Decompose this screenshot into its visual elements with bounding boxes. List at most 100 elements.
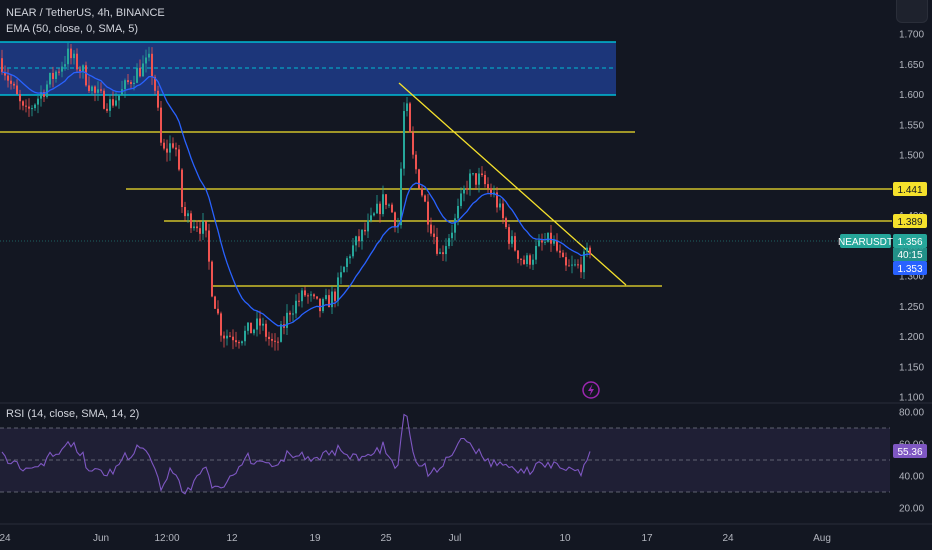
price-tick-label: 1.650 — [899, 60, 924, 71]
candle — [43, 89, 45, 102]
candle — [571, 255, 573, 274]
rsi-tick-label: 20.00 — [899, 504, 924, 515]
candle — [346, 256, 348, 273]
price-tick-label: 1.300 — [899, 272, 924, 283]
candle — [184, 201, 186, 221]
candle — [22, 100, 24, 111]
candle — [589, 245, 591, 259]
candle — [277, 337, 279, 351]
price-tick-label: 1.200 — [899, 332, 924, 343]
candle — [229, 331, 231, 338]
candle — [103, 88, 105, 110]
chart-title[interactable]: NEAR / TetherUS, 4h, BINANCE — [6, 7, 165, 19]
candle — [211, 260, 213, 298]
svg-text:55.36: 55.36 — [897, 447, 922, 458]
candle — [238, 340, 240, 349]
candle — [466, 180, 468, 195]
candle — [124, 78, 126, 98]
candle — [148, 46, 150, 62]
candle — [310, 291, 312, 302]
candle — [250, 322, 252, 334]
candle — [442, 245, 444, 261]
candle — [247, 322, 249, 335]
candle — [544, 233, 546, 246]
candle — [118, 95, 120, 109]
trendline[interactable] — [398, 82, 627, 286]
candle — [106, 103, 108, 113]
candle — [562, 249, 564, 258]
candle — [481, 166, 483, 177]
candle — [505, 216, 507, 230]
candle — [190, 210, 192, 234]
lightning-icon[interactable] — [582, 381, 600, 399]
candle — [28, 98, 30, 117]
candle — [403, 102, 405, 176]
symbol-name-tag: NEARUSDT — [838, 234, 893, 248]
candle — [388, 203, 390, 208]
candle — [232, 329, 234, 350]
candle — [334, 288, 336, 308]
candle — [292, 305, 294, 322]
candle — [538, 234, 540, 248]
candle — [136, 63, 138, 84]
svg-text:1.441: 1.441 — [897, 185, 922, 196]
candle — [511, 230, 513, 248]
candle — [556, 233, 558, 253]
candle — [475, 173, 477, 190]
candle — [100, 82, 102, 94]
candle — [379, 201, 381, 223]
candle — [427, 194, 429, 233]
candle — [583, 248, 585, 279]
level-tag-1441: 1.441 — [893, 182, 927, 196]
svg-text:40:15: 40:15 — [897, 250, 922, 261]
candle — [49, 72, 51, 88]
candle — [127, 74, 129, 85]
ema-legend[interactable]: EMA (50, close, 0, SMA, 5) — [6, 23, 139, 35]
candle — [559, 244, 561, 258]
candle — [478, 167, 480, 193]
candle — [361, 228, 363, 250]
candle — [436, 227, 438, 256]
candle — [445, 238, 447, 262]
candle — [568, 259, 570, 267]
rsi-legend[interactable]: RSI (14, close, SMA, 14, 2) — [6, 408, 140, 420]
candle — [508, 224, 510, 250]
candle — [433, 225, 435, 245]
candle — [208, 223, 210, 270]
time-tick-label: 24 — [0, 533, 11, 544]
candle — [580, 256, 582, 279]
candle — [391, 202, 393, 213]
candle — [175, 142, 177, 157]
candle — [574, 259, 576, 267]
candle — [523, 255, 525, 265]
candle — [367, 213, 369, 238]
candle — [160, 100, 162, 146]
time-tick-label: Jul — [449, 533, 462, 544]
candle — [514, 232, 516, 252]
candle — [259, 310, 261, 335]
candle — [85, 61, 87, 87]
svg-text:1.353: 1.353 — [897, 264, 922, 275]
candle — [343, 266, 345, 273]
candle — [355, 235, 357, 252]
candle — [373, 211, 375, 217]
candle — [181, 168, 183, 214]
candle — [139, 59, 141, 78]
candle — [25, 99, 27, 113]
candle — [460, 187, 462, 209]
candle — [262, 317, 264, 331]
time-axis[interactable]: 24 Jun 12:00 12 19 25 Jul 10 17 24 Aug — [0, 533, 831, 544]
candle — [376, 195, 378, 214]
candle — [439, 248, 441, 255]
candle — [64, 55, 66, 71]
candle — [358, 229, 360, 248]
candle — [193, 219, 195, 231]
candle — [271, 333, 273, 348]
candle — [172, 137, 174, 149]
chevron-icon[interactable] — [896, 0, 928, 23]
candle — [151, 47, 153, 85]
candle — [115, 92, 117, 107]
candle — [70, 44, 72, 65]
candle — [121, 80, 123, 96]
